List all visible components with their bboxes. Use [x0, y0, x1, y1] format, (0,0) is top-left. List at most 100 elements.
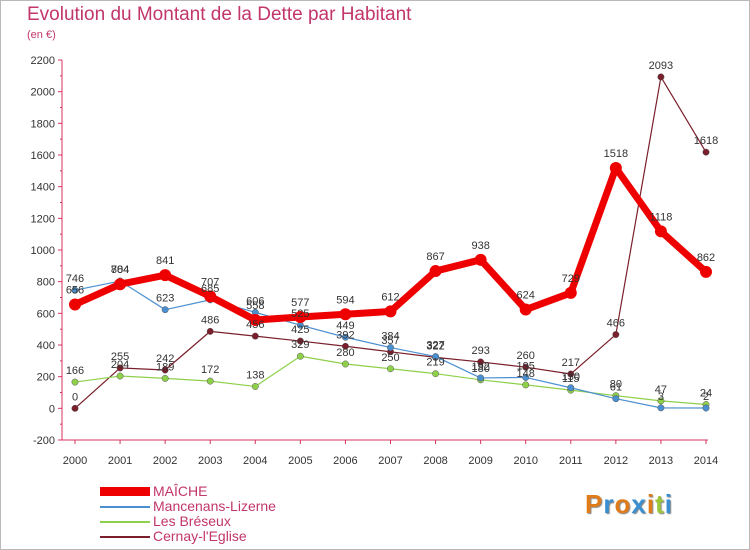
data-point-1 [657, 404, 665, 412]
data-label-1: 606 [246, 295, 264, 307]
data-point-0 [249, 313, 262, 326]
data-label-2: 172 [201, 364, 219, 376]
data-point-2 [251, 383, 259, 390]
y-tick-label: 1400 [31, 182, 55, 194]
data-label-3: 425 [291, 324, 309, 336]
data-label-1: 192 [471, 361, 489, 373]
data-point-3 [477, 358, 485, 366]
data-point-3 [657, 73, 665, 81]
data-point-1 [341, 333, 349, 341]
data-label-2: 148 [517, 368, 535, 380]
data-point-3 [567, 370, 575, 378]
x-tick-label: 2009 [468, 455, 492, 467]
data-point-3 [251, 332, 259, 340]
data-label-1: 804 [111, 264, 129, 276]
data-label-1: 525 [291, 308, 309, 320]
data-label-3: 486 [201, 314, 219, 326]
y-tick-label: 1200 [31, 213, 55, 225]
data-label-0: 612 [381, 291, 399, 303]
data-label-0: 938 [471, 240, 489, 252]
data-label-0: 624 [517, 290, 535, 302]
data-point-3 [522, 363, 530, 371]
series-layer [69, 73, 712, 412]
data-label-0: 1518 [604, 148, 628, 160]
data-label-1: 685 [201, 283, 219, 295]
data-point-0 [114, 278, 127, 291]
data-point-0 [654, 225, 667, 238]
legend-item-les-breseux: Les Bréseux [100, 513, 420, 529]
data-label-0: 1118 [650, 211, 673, 223]
x-tick-label: 2010 [513, 455, 537, 467]
legend-swatch-maiche [100, 487, 150, 496]
data-point-3 [612, 331, 620, 338]
x-tick-label: 2007 [378, 455, 402, 467]
data-label-0: 707 [201, 276, 219, 288]
data-point-2 [296, 352, 304, 360]
data-label-2: 219 [426, 357, 444, 369]
data-label-1: 61 [610, 382, 622, 394]
x-tick-label: 2001 [108, 455, 132, 467]
data-label-3: 322 [426, 340, 444, 352]
y-tick-label: 400 [37, 340, 55, 352]
data-label-3: 293 [471, 345, 489, 357]
data-label-1: 195 [517, 360, 535, 372]
y-tick-label: 1000 [31, 245, 55, 257]
data-point-2 [387, 365, 394, 373]
legend-item-mancenans-lizerne: Mancenans-Lizerne [100, 498, 420, 514]
data-label-2: 115 [562, 373, 580, 385]
data-label-2: 24 [700, 388, 712, 400]
legend-item-maiche: MAÎCHE [100, 483, 420, 499]
data-label-3: 255 [111, 351, 129, 363]
data-label-0: 577 [291, 297, 309, 309]
data-label-0: 656 [66, 284, 84, 296]
data-point-0 [384, 305, 397, 318]
legend-swatch-les-breseux [100, 521, 150, 523]
data-point-1 [522, 374, 530, 381]
data-point-1 [161, 306, 169, 314]
legend-label-cernay-l-eglise: Cernay-l'Eglise [153, 528, 247, 544]
data-label-1: 746 [66, 273, 84, 285]
x-tick-label: 2008 [423, 455, 447, 467]
data-label-2: 280 [336, 347, 354, 359]
y-tick-label: -200 [33, 435, 55, 447]
proxiti-logo: Proxiti [585, 489, 673, 519]
data-label-3: 456 [246, 319, 264, 331]
data-label-0: 784 [111, 264, 129, 276]
data-label-3: 466 [607, 318, 625, 330]
data-label-2: 80 [610, 379, 622, 391]
data-label-0: 729 [562, 273, 580, 285]
data-point-0 [294, 310, 307, 323]
x-tick-label: 2005 [288, 455, 312, 467]
y-tick-label: 1800 [31, 118, 55, 130]
data-point-2 [657, 397, 665, 405]
data-label-0: 867 [426, 251, 444, 263]
data-label-2: 329 [291, 339, 309, 351]
data-label-3: 2093 [649, 60, 673, 72]
legend-label-les-breseux: Les Bréseux [153, 513, 231, 529]
data-point-0 [204, 290, 217, 303]
data-label-2: 166 [66, 365, 84, 377]
data-label-3: 217 [562, 357, 580, 369]
legend-label-maiche: MAÎCHE [153, 483, 208, 499]
data-point-2 [432, 370, 440, 378]
data-point-2 [522, 381, 530, 389]
chart-subtitle: (en €) [27, 29, 56, 41]
y-tick-label: 600 [37, 308, 55, 320]
data-point-1 [477, 374, 485, 382]
data-point-3 [341, 342, 349, 350]
data-label-3: 260 [517, 350, 535, 362]
data-point-0 [159, 269, 172, 282]
data-label-0: 862 [697, 252, 715, 264]
chart-axes: -200020040060080010001200140016001800200… [31, 55, 719, 467]
x-tick-label: 2002 [153, 455, 177, 467]
data-point-2 [71, 378, 79, 386]
y-tick-label: 800 [37, 277, 55, 289]
data-point-0 [564, 286, 577, 299]
data-label-2: 180 [471, 363, 489, 375]
y-tick-label: 1600 [31, 150, 55, 162]
data-label-1: 2 [703, 391, 709, 403]
data-label-3: 357 [381, 335, 399, 347]
data-label-1: 130 [562, 371, 580, 383]
